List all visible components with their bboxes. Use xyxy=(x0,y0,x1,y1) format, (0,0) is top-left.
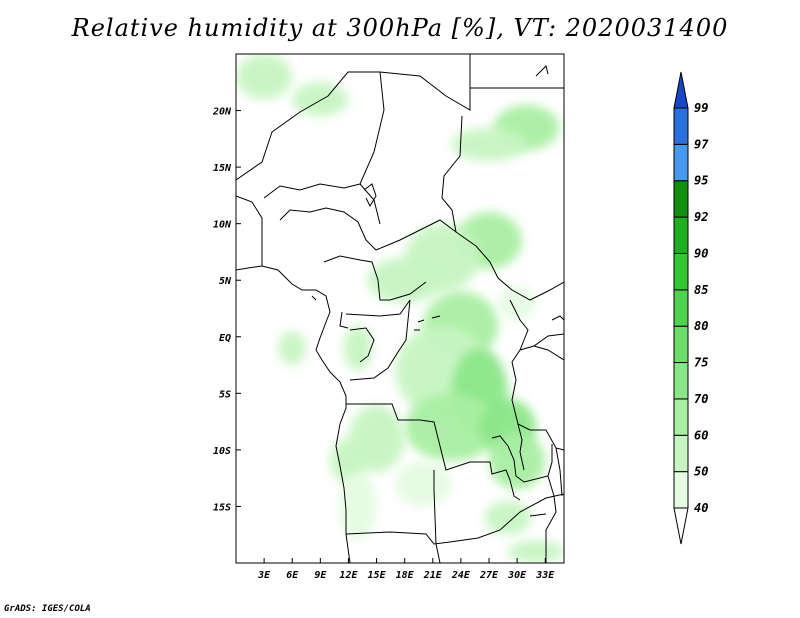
colorbar-label-90: 90 xyxy=(694,246,708,260)
colorbar: 40 50 60 70 75 80 85 90 92 95 97 99 xyxy=(673,71,709,545)
colorbar-segment-60 xyxy=(673,398,689,436)
colorbar-segment-75 xyxy=(673,325,689,364)
colorbar-segment-85 xyxy=(673,252,689,291)
lat-tick-label-20N: 20N xyxy=(212,107,232,118)
colorbar-label-97: 97 xyxy=(694,137,709,151)
lon-tick-label-3E: 3E xyxy=(257,570,271,581)
colorbar-label-50: 50 xyxy=(694,465,708,479)
colorbar-label-85: 85 xyxy=(694,283,708,297)
humidity-patch-21 xyxy=(498,285,536,320)
lon-tick-label-21E: 21E xyxy=(423,570,443,581)
colorbar-segment-90 xyxy=(673,216,689,254)
humidity-patch-12 xyxy=(489,432,546,490)
lat-tick-label-5N: 5N xyxy=(219,276,232,287)
lat-tick-label-10N: 10N xyxy=(213,220,232,231)
lat-tick-label-15N: 15N xyxy=(213,163,232,174)
colorbar-label-40: 40 xyxy=(694,501,708,515)
colorbar-label-99: 99 xyxy=(694,101,708,115)
longitude-axis: 3E 6E 9E 12E 15E 18E 21E 24E 27E 30E 33E xyxy=(257,558,555,581)
lon-tick-label-24E: 24E xyxy=(451,570,471,581)
humidity-patch-19 xyxy=(507,540,564,563)
country-borders xyxy=(236,54,564,563)
humidity-patch-3 xyxy=(451,127,527,162)
colorbar-segment-92 xyxy=(673,180,689,218)
colorbar-segment-50 xyxy=(673,434,689,473)
colorbar-low-triangle xyxy=(673,507,689,545)
colorbar-segment-40 xyxy=(673,471,689,509)
map-frame xyxy=(235,53,565,564)
colorbar-high-triangle xyxy=(673,71,689,109)
colorbar-label-80: 80 xyxy=(694,319,708,333)
colorbar-label-75: 75 xyxy=(694,356,708,370)
lon-tick-label-27E: 27E xyxy=(479,570,499,581)
colorbar-label-70: 70 xyxy=(694,392,708,406)
lat-tick-label-EQ: EQ xyxy=(219,333,231,344)
grads-credit: GrADS: IGES/COLA xyxy=(4,604,91,614)
colorbar-segment-80 xyxy=(673,289,689,327)
latitude-axis: 20N 15N 10N 5N EQ 5S 10S 15S xyxy=(212,107,241,513)
lon-tick-label-18E: 18E xyxy=(396,570,415,581)
lon-tick-label-6E: 6E xyxy=(286,570,299,581)
humidity-patch-18 xyxy=(484,500,532,535)
colorbar-label-92: 92 xyxy=(694,210,708,224)
lon-tick-label-9E: 9E xyxy=(314,570,327,581)
colorbar-label-60: 60 xyxy=(694,428,708,442)
coastline xyxy=(236,265,351,563)
lon-tick-label-30E: 30E xyxy=(507,570,527,581)
humidity-patch-17 xyxy=(343,325,372,371)
lon-tick-label-33E: 33E xyxy=(535,570,555,581)
lat-tick-label-5S: 5S xyxy=(219,389,231,400)
lat-tick-label-10S: 10S xyxy=(213,446,231,457)
humidity-patch-0 xyxy=(236,54,293,100)
lon-tick-label-15E: 15E xyxy=(368,570,387,581)
colorbar-segment-95 xyxy=(673,143,689,182)
humidity-patch-10 xyxy=(404,393,499,462)
colorbar-segment-70 xyxy=(673,362,689,400)
lat-tick-label-15S: 15S xyxy=(213,502,231,513)
humidity-patch-14 xyxy=(329,438,368,484)
humidity-patch-16 xyxy=(278,331,307,366)
humidity-patch-1 xyxy=(292,82,349,117)
colorbar-segment-97 xyxy=(673,107,689,145)
lon-tick-label-12E: 12E xyxy=(339,570,358,581)
humidity-patch-6 xyxy=(367,257,443,303)
humidity-patch-20 xyxy=(395,461,452,507)
colorbar-label-95: 95 xyxy=(694,174,708,188)
map-title: Relative humidity at 300hPa [%], VT: 202… xyxy=(71,14,729,42)
humidity-patch-15 xyxy=(339,472,377,541)
border-north xyxy=(236,54,471,181)
